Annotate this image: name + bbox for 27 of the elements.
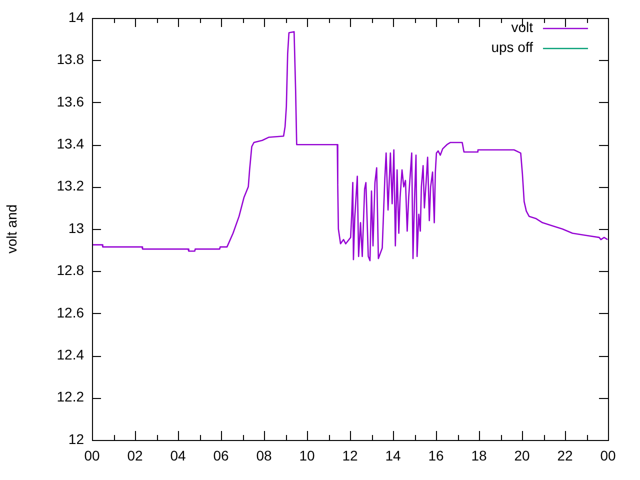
x-tick-label: 00 <box>600 447 616 464</box>
y-tick-label: 13.4 <box>56 135 84 152</box>
y-tick-label: 12.8 <box>56 262 84 278</box>
y-tick-label: 14 <box>68 8 84 25</box>
x-tick-label: 20 <box>514 447 530 464</box>
x-tick-label: 06 <box>213 447 229 464</box>
y-tick-label: 13 <box>68 220 84 236</box>
y-tick-label: 12.6 <box>56 304 84 320</box>
y-tick-label: 12.4 <box>56 346 84 362</box>
x-tick-label: 18 <box>471 447 487 464</box>
x-tick-label: 04 <box>170 447 186 464</box>
x-tick-label: 22 <box>557 447 573 464</box>
x-tick-label: 16 <box>428 447 444 464</box>
y-tick-label: 12.2 <box>56 388 84 405</box>
x-tick-label: 14 <box>385 447 401 464</box>
y-tick-label: 13.8 <box>56 51 84 68</box>
x-tick-label: 08 <box>256 447 272 464</box>
x-tick-label: 12 <box>342 447 358 464</box>
x-tick-label: 00 <box>84 447 100 464</box>
legend-label: ups off <box>491 38 534 55</box>
y-tick-label: 13.6 <box>56 93 84 110</box>
x-tick-label: 02 <box>127 447 143 464</box>
x-tick-label: 10 <box>299 447 315 464</box>
y-tick-label: 13.2 <box>56 178 84 194</box>
legend-label: volt <box>511 18 534 35</box>
y-tick-label: 12 <box>68 430 84 447</box>
y-axis-title: volt and <box>3 204 20 254</box>
